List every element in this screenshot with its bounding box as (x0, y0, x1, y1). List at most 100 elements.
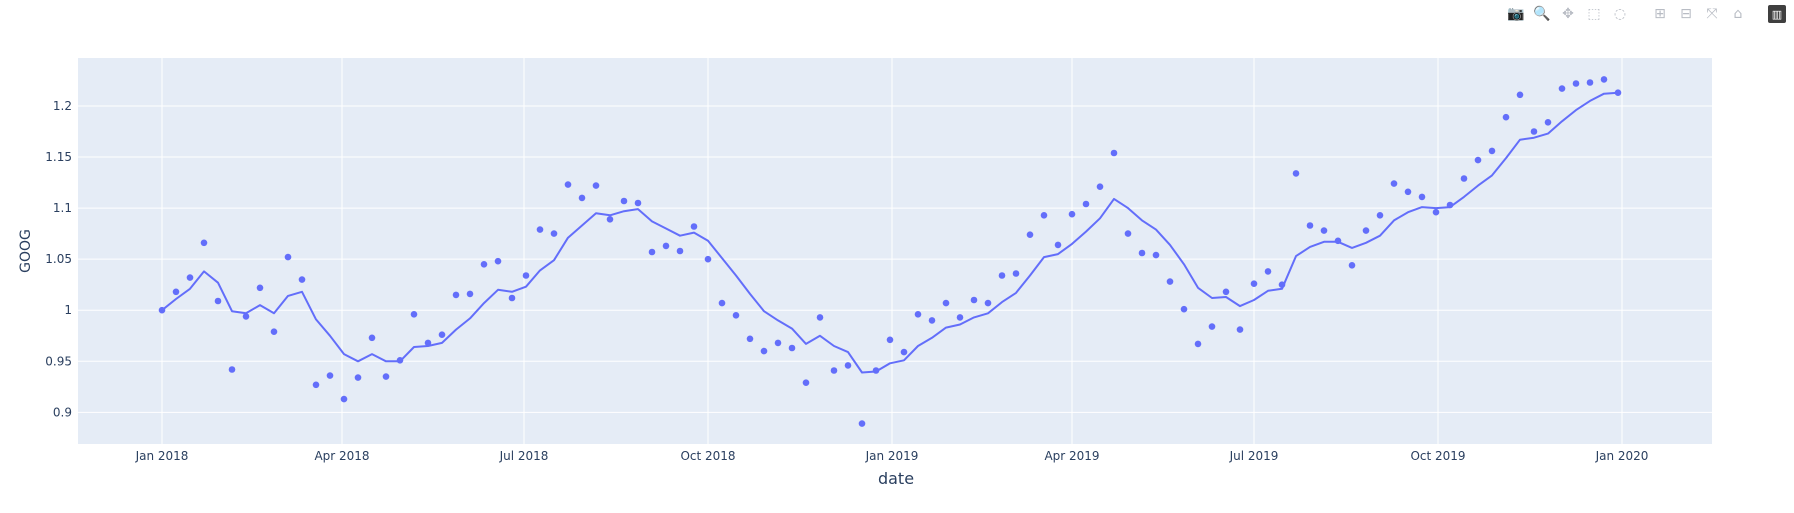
zoom-out-icon[interactable]: ⊟ (1680, 6, 1692, 22)
data-point[interactable] (872, 367, 880, 374)
data-point[interactable] (704, 255, 712, 263)
data-point[interactable] (1586, 79, 1594, 86)
data-point[interactable] (1460, 175, 1468, 182)
data-point[interactable] (466, 290, 474, 298)
camera-icon[interactable]: 📷 (1507, 6, 1525, 22)
data-point[interactable] (1530, 128, 1538, 135)
plotly-logo-icon[interactable]: ▥ (1768, 5, 1786, 23)
data-point[interactable] (1096, 183, 1104, 190)
reset-axes-icon[interactable]: ⌂ (1733, 6, 1743, 22)
data-point[interactable] (746, 335, 754, 343)
data-point[interactable] (1432, 208, 1440, 216)
data-point[interactable] (648, 248, 656, 256)
data-point[interactable] (326, 372, 334, 379)
data-point[interactable] (1152, 251, 1160, 259)
data-point[interactable] (816, 314, 824, 321)
data-point[interactable] (1236, 326, 1244, 333)
data-point[interactable] (564, 181, 572, 188)
data-point[interactable] (1208, 323, 1216, 330)
data-point[interactable] (662, 242, 670, 250)
data-point[interactable] (676, 247, 684, 255)
data-point[interactable] (312, 381, 320, 389)
data-point[interactable] (1474, 156, 1482, 164)
data-point[interactable] (1348, 262, 1356, 269)
data-point[interactable] (718, 299, 726, 307)
data-point[interactable] (1404, 188, 1412, 196)
data-point[interactable] (172, 288, 180, 296)
data-point[interactable] (396, 357, 404, 364)
data-point[interactable] (452, 291, 460, 299)
data-point[interactable] (508, 294, 516, 302)
data-point[interactable] (424, 339, 432, 347)
data-point[interactable] (900, 348, 908, 356)
data-point[interactable] (634, 199, 642, 207)
data-point[interactable] (1502, 113, 1510, 121)
data-point[interactable] (1264, 268, 1272, 275)
zoom-icon[interactable]: 🔍 (1533, 6, 1551, 22)
data-point[interactable] (1320, 227, 1328, 234)
box-select-icon[interactable]: ⬚ (1587, 6, 1601, 22)
data-point[interactable] (1544, 119, 1552, 126)
data-point[interactable] (438, 331, 446, 339)
data-point[interactable] (984, 299, 992, 307)
data-point[interactable] (480, 261, 488, 268)
lasso-select-icon[interactable]: ◌ (1613, 6, 1627, 22)
data-point[interactable] (200, 239, 208, 247)
data-point[interactable] (1054, 241, 1062, 249)
data-point[interactable] (494, 257, 502, 265)
data-point[interactable] (886, 336, 894, 344)
data-point[interactable] (732, 312, 740, 319)
data-point[interactable] (760, 347, 768, 355)
data-point[interactable] (578, 194, 586, 202)
data-point[interactable] (830, 367, 838, 374)
data-point[interactable] (844, 362, 852, 369)
data-point[interactable] (410, 311, 418, 318)
zoom-in-icon[interactable]: ⊞ (1654, 6, 1666, 22)
data-point[interactable] (1278, 281, 1286, 289)
data-point[interactable] (1194, 340, 1202, 348)
data-point[interactable] (942, 299, 950, 307)
data-point[interactable] (1166, 278, 1174, 285)
data-point[interactable] (522, 272, 530, 279)
data-point[interactable] (284, 253, 292, 261)
data-point[interactable] (550, 230, 558, 237)
data-point[interactable] (606, 216, 614, 223)
data-point[interactable] (1082, 200, 1090, 208)
data-point[interactable] (270, 328, 278, 336)
data-point[interactable] (256, 284, 264, 292)
data-point[interactable] (186, 274, 194, 281)
data-point[interactable] (998, 272, 1006, 279)
data-point[interactable] (914, 311, 922, 318)
data-point[interactable] (1292, 170, 1300, 177)
series-line[interactable] (161, 91, 1619, 374)
data-point[interactable] (1600, 76, 1608, 83)
data-point[interactable] (1138, 249, 1146, 257)
data-point[interactable] (1376, 212, 1384, 219)
data-point[interactable] (970, 296, 978, 304)
data-point[interactable] (1418, 193, 1426, 201)
plot-background[interactable] (78, 58, 1712, 444)
data-point[interactable] (298, 276, 306, 283)
data-point[interactable] (1362, 227, 1370, 234)
data-point[interactable] (1446, 201, 1454, 209)
data-point[interactable] (158, 306, 166, 314)
pan-icon[interactable]: ✥ (1562, 6, 1574, 22)
data-point[interactable] (1110, 149, 1118, 157)
data-point[interactable] (228, 366, 236, 373)
data-point[interactable] (1614, 89, 1622, 96)
data-point[interactable] (1012, 270, 1020, 277)
data-point[interactable] (690, 223, 698, 230)
data-point[interactable] (368, 334, 376, 342)
data-point[interactable] (354, 374, 362, 381)
data-point[interactable] (1124, 230, 1132, 237)
data-point[interactable] (536, 226, 544, 233)
data-point[interactable] (1572, 80, 1580, 87)
data-point[interactable] (1334, 237, 1342, 245)
data-point[interactable] (774, 339, 782, 347)
data-point[interactable] (340, 395, 348, 403)
data-point[interactable] (1180, 305, 1188, 313)
data-point[interactable] (788, 344, 796, 352)
data-point[interactable] (1068, 210, 1076, 218)
data-point[interactable] (242, 313, 250, 320)
data-point[interactable] (1488, 147, 1496, 155)
